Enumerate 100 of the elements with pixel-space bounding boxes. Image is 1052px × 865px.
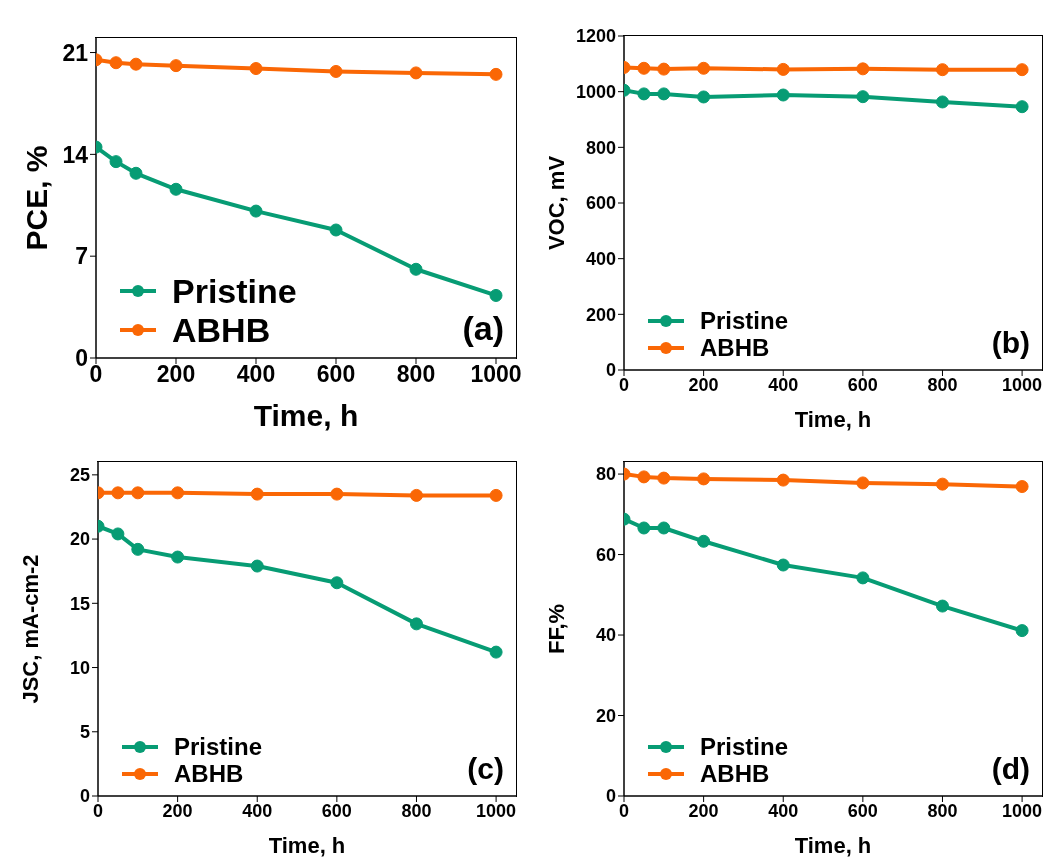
point [249,204,263,218]
x-tick-label: 200 [688,374,719,395]
x-tick-label: 600 [321,800,352,821]
legend-label: Pristine [700,306,789,335]
point [489,488,503,502]
point [250,559,264,573]
y-axis-title: PCE, % [19,145,53,251]
x-tick-label: 1000 [1002,374,1043,395]
annotation: (b) [991,326,1030,360]
point [776,558,790,572]
y-tick-label: 1000 [575,82,616,103]
point [409,488,423,502]
y-tick-label: 0 [79,786,90,807]
point [249,62,263,76]
x-tick-label: 400 [242,800,273,821]
point [330,576,344,590]
annotation: (c) [467,752,504,786]
point [935,599,949,613]
y-axis-title: JSC, mA-cm-2 [17,554,43,704]
point [329,64,343,78]
point [109,56,123,70]
point [489,67,503,81]
point [489,645,503,659]
x-tick-label: 400 [768,374,799,395]
y-tick-label: 40 [595,625,616,646]
x-tick-label: 200 [162,800,193,821]
x-tick-label: 800 [927,800,958,821]
point [776,88,790,102]
point [776,62,790,76]
y-tick-label: 14 [62,141,89,168]
y-tick-label: 1200 [575,26,616,47]
point [171,550,185,564]
x-axis-title: Time, h [793,832,873,858]
point [169,182,183,196]
x-axis-title: Time, h [793,406,873,432]
point [409,262,423,276]
point [129,166,143,180]
y-tick-label: 20 [595,705,616,726]
y-tick-label: 400 [585,249,616,270]
point [856,571,870,585]
x-tick-label: 800 [927,374,958,395]
annotation: (d) [991,752,1030,786]
point [129,57,143,71]
x-tick-label: 0 [618,374,630,395]
point [131,542,145,556]
y-tick-label: 80 [595,464,616,485]
point [637,521,651,535]
y-tick-label: 800 [585,137,616,158]
point [697,534,711,548]
x-tick-label: 1000 [1002,800,1043,821]
point [637,470,651,484]
point [657,87,671,101]
point [856,90,870,104]
x-tick-label: 800 [401,800,432,821]
x-tick-label: 400 [768,800,799,821]
y-tick-label: 60 [595,544,616,565]
point [409,617,423,631]
point [131,486,145,500]
point [657,62,671,76]
point [935,477,949,491]
y-axis-title: VOC, mV [543,155,569,251]
x-tick-label: 600 [316,361,356,388]
legend-label: ABHB [174,760,244,788]
legend-label: ABHB [700,760,770,788]
y-tick-label: 20 [69,529,90,550]
legend-label: Pristine [172,271,297,311]
point [1015,100,1029,114]
point [489,288,503,302]
point [856,62,870,76]
y-tick-label: 5 [79,722,90,743]
point [111,527,125,541]
legend-label: Pristine [174,732,263,761]
point [330,487,344,501]
y-axis-title: FF,% [543,603,569,655]
annotation: (a) [462,309,504,348]
point [409,66,423,80]
point [109,155,123,169]
point [169,59,183,73]
point [171,486,185,500]
x-tick-label: 600 [847,800,878,821]
point [697,61,711,75]
x-tick-label: 0 [92,800,104,821]
legend-label: Pristine [700,732,789,761]
x-tick-label: 800 [396,361,436,388]
x-tick-label: 600 [847,374,878,395]
x-tick-label: 0 [618,800,630,821]
y-tick-label: 10 [69,657,90,678]
point [697,472,711,486]
point [1015,480,1029,494]
point [697,90,711,104]
point [657,471,671,485]
point [637,87,651,101]
y-tick-label: 600 [585,193,616,214]
y-tick-label: 21 [62,39,89,66]
y-tick-label: 25 [69,465,90,486]
point [1015,624,1029,638]
point [250,487,264,501]
legend-label: ABHB [700,334,770,362]
x-tick-label: 200 [688,800,719,821]
y-tick-label: 200 [585,304,616,325]
